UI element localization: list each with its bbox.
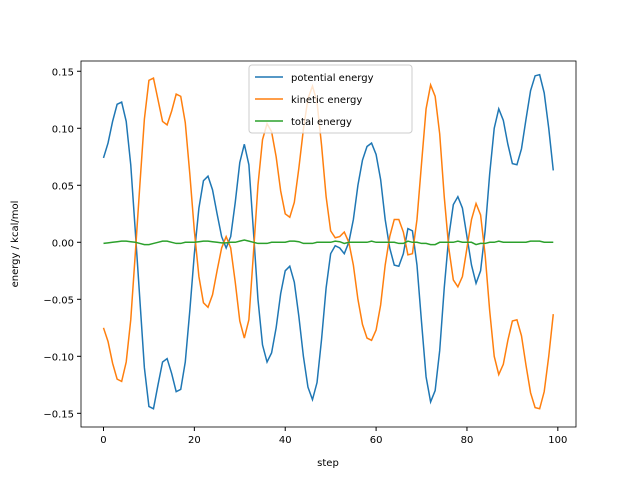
legend-box <box>248 64 413 134</box>
legend: potential energy kinetic energy total ener… <box>248 64 413 134</box>
legend-label: total energy <box>291 117 352 128</box>
line-series <box>103 239 554 246</box>
y-tick-label: 0.00 <box>52 238 74 249</box>
x-axis-label: step <box>317 458 339 469</box>
y-tick-label: −0.05 <box>43 295 74 306</box>
x-tick-label: 40 <box>279 435 292 446</box>
y-tick-label: 0.10 <box>52 124 74 135</box>
y-tick-label: 0.05 <box>52 181 74 192</box>
x-tick-label: 0 <box>100 435 106 446</box>
legend-label: potential energy <box>291 73 374 84</box>
x-tick-label: 80 <box>461 435 474 446</box>
y-tick-label: 0.15 <box>52 67 74 78</box>
y-tick-label: −0.10 <box>43 352 74 363</box>
x-tick-label: 20 <box>188 435 201 446</box>
line-series <box>102 73 555 410</box>
legend-label: kinetic energy <box>291 95 362 106</box>
y-axis-label: energy / kcal/mol <box>10 201 21 288</box>
y-tick-label: −0.15 <box>43 409 74 420</box>
x-tick-label: 100 <box>548 435 567 446</box>
x-tick-label: 60 <box>370 435 383 446</box>
plot-frame <box>80 60 577 428</box>
line-series <box>102 76 555 410</box>
